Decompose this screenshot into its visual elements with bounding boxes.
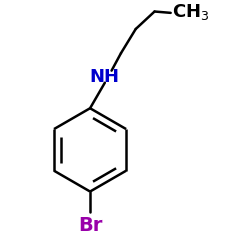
Text: NH: NH bbox=[90, 68, 120, 86]
Text: CH$_3$: CH$_3$ bbox=[172, 2, 210, 21]
Text: Br: Br bbox=[78, 216, 102, 235]
